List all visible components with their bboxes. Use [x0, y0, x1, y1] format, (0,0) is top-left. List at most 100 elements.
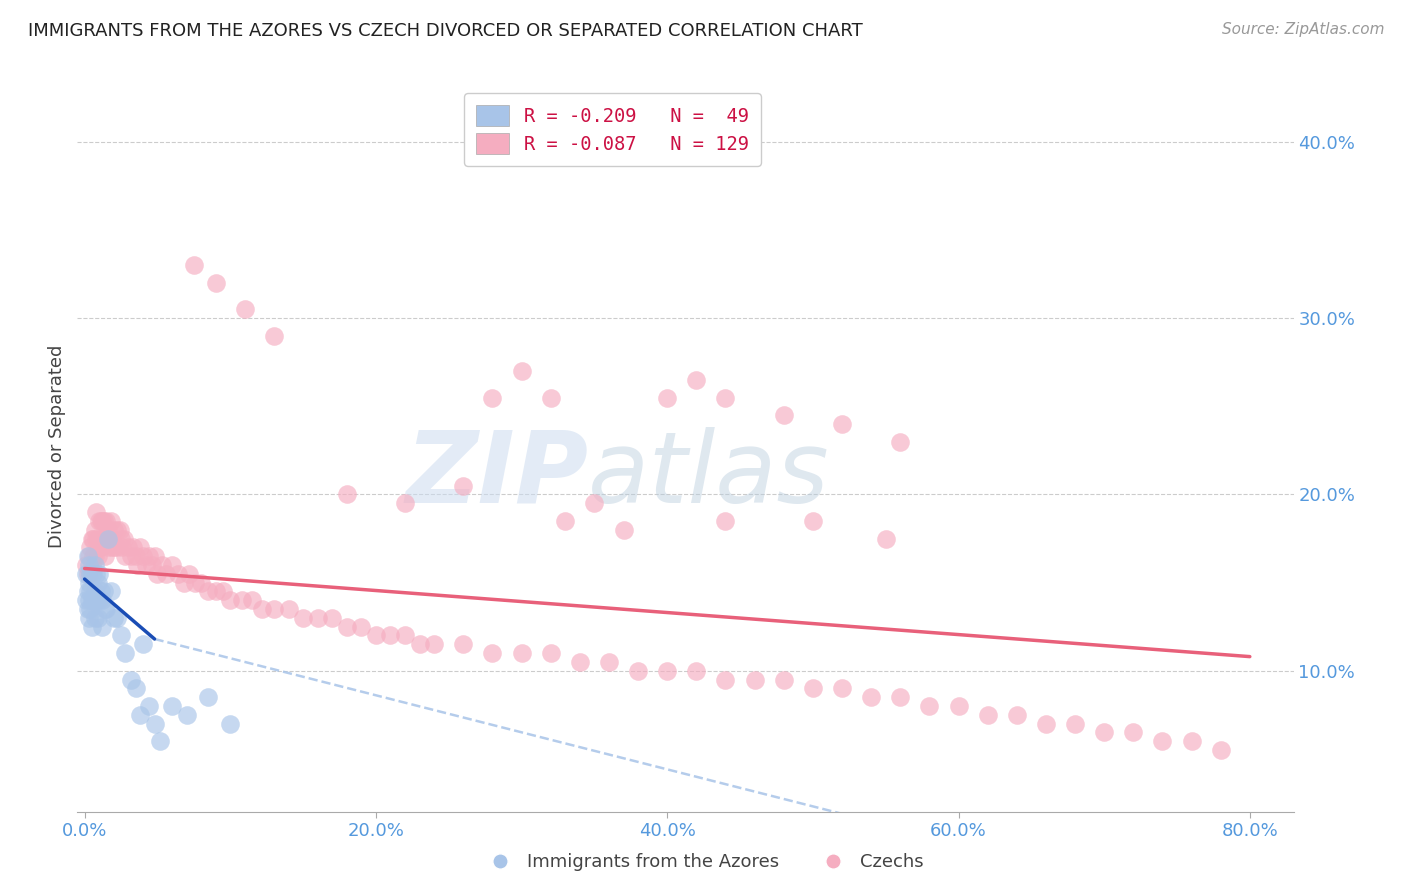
Point — [772, 408, 794, 422]
Point — [89, 593, 111, 607]
Point — [94, 549, 117, 563]
Point — [89, 541, 111, 555]
Point — [124, 681, 146, 696]
Point — [146, 566, 169, 581]
Point — [89, 514, 111, 528]
Point — [96, 532, 118, 546]
Point — [103, 611, 125, 625]
Point — [76, 584, 98, 599]
Point — [1152, 734, 1174, 748]
Point — [80, 558, 103, 572]
Point — [84, 593, 107, 607]
Point — [149, 734, 172, 748]
Point — [657, 391, 679, 405]
Point — [100, 584, 122, 599]
Text: Source: ZipAtlas.com: Source: ZipAtlas.com — [1222, 22, 1385, 37]
Point — [120, 549, 142, 563]
Point — [101, 541, 124, 555]
Point — [554, 514, 576, 528]
Point — [277, 602, 299, 616]
Point — [80, 593, 103, 607]
Point — [138, 698, 160, 713]
Point — [364, 628, 387, 642]
Point — [540, 391, 562, 405]
Point — [263, 602, 285, 616]
Point — [1209, 743, 1232, 757]
Point — [160, 558, 183, 572]
Point — [166, 566, 188, 581]
Point — [98, 532, 121, 546]
Point — [84, 566, 107, 581]
Point — [83, 523, 105, 537]
Point — [831, 681, 853, 696]
Point — [121, 541, 143, 555]
Y-axis label: Divorced or Separated: Divorced or Separated — [48, 344, 66, 548]
Point — [80, 532, 103, 546]
Text: ZIP: ZIP — [405, 426, 588, 524]
Point — [155, 566, 177, 581]
Point — [125, 558, 148, 572]
Point — [143, 716, 166, 731]
Point — [77, 549, 100, 563]
Point — [336, 620, 359, 634]
Point — [82, 566, 104, 581]
Point — [77, 558, 100, 572]
Point — [93, 532, 115, 546]
Point — [87, 549, 110, 563]
Point — [105, 611, 128, 625]
Point — [1180, 734, 1202, 748]
Point — [114, 646, 136, 660]
Point — [84, 532, 107, 546]
Point — [111, 541, 134, 555]
Point — [120, 673, 142, 687]
Point — [138, 549, 160, 563]
Point — [82, 549, 104, 563]
Point — [831, 417, 853, 431]
Point — [875, 532, 897, 546]
Point — [75, 566, 97, 581]
Point — [336, 487, 359, 501]
Point — [94, 602, 117, 616]
Point — [204, 584, 226, 599]
Point — [124, 549, 146, 563]
Point — [141, 558, 163, 572]
Point — [75, 593, 97, 607]
Point — [801, 681, 824, 696]
Point — [93, 514, 115, 528]
Point — [91, 514, 114, 528]
Point — [79, 584, 101, 599]
Legend: Immigrants from the Azores, Czechs: Immigrants from the Azores, Czechs — [475, 847, 931, 879]
Point — [173, 575, 195, 590]
Point — [744, 673, 766, 687]
Point — [380, 628, 402, 642]
Point — [394, 496, 416, 510]
Point — [100, 514, 122, 528]
Point — [87, 532, 110, 546]
Point — [83, 611, 105, 625]
Point — [685, 664, 707, 678]
Point — [76, 549, 98, 563]
Point — [150, 558, 173, 572]
Point — [97, 523, 120, 537]
Point — [212, 584, 235, 599]
Point — [627, 664, 650, 678]
Point — [1064, 716, 1087, 731]
Point — [1005, 707, 1028, 722]
Point — [97, 541, 120, 555]
Point — [112, 532, 135, 546]
Point — [204, 276, 226, 290]
Point — [129, 707, 152, 722]
Point — [117, 541, 139, 555]
Point — [96, 514, 118, 528]
Point — [135, 558, 157, 572]
Point — [350, 620, 373, 634]
Point — [80, 566, 103, 581]
Point — [76, 602, 98, 616]
Point — [540, 646, 562, 660]
Point — [79, 566, 101, 581]
Point — [108, 523, 131, 537]
Point — [197, 584, 219, 599]
Point — [408, 637, 430, 651]
Point — [143, 549, 166, 563]
Point — [110, 628, 132, 642]
